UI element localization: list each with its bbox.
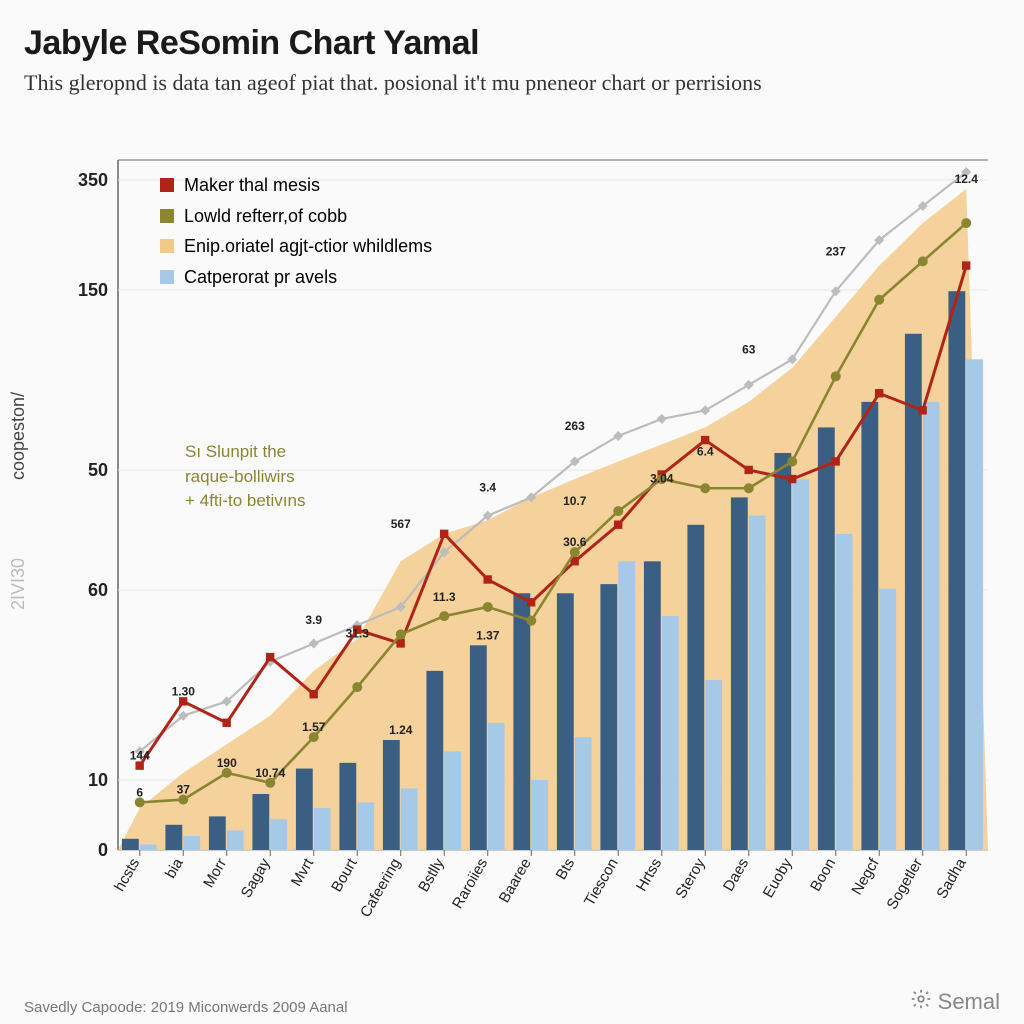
svg-text:Steroy: Steroy bbox=[672, 855, 709, 901]
svg-text:567: 567 bbox=[391, 517, 411, 531]
svg-text:350: 350 bbox=[78, 170, 108, 190]
svg-text:bia: bia bbox=[162, 855, 187, 881]
y-axis-label: coopeston/ bbox=[8, 392, 29, 480]
svg-text:237: 237 bbox=[826, 244, 846, 258]
legend: Maker thal mesisLowld refterr,of cobbEni… bbox=[160, 170, 432, 292]
source-footer: Savedly Capoode: 2019 Miconwerds 2009 Aa… bbox=[24, 999, 348, 1016]
svg-text:3.4: 3.4 bbox=[479, 480, 496, 494]
svg-text:3.04: 3.04 bbox=[650, 471, 674, 485]
legend-swatch bbox=[160, 178, 174, 192]
svg-text:Sadha: Sadha bbox=[933, 855, 970, 902]
svg-text:Negcf: Negcf bbox=[848, 855, 883, 898]
legend-item: Catperorat pr avels bbox=[160, 262, 432, 293]
brand-text: Semal bbox=[938, 989, 1000, 1015]
svg-text:1.57: 1.57 bbox=[302, 720, 326, 734]
svg-text:10.7: 10.7 bbox=[563, 494, 587, 508]
svg-text:Bstlly: Bstlly bbox=[415, 855, 448, 895]
svg-text:Morr: Morr bbox=[200, 855, 230, 890]
svg-text:1.30: 1.30 bbox=[172, 684, 196, 698]
annotation-line: Sı Slunpit the bbox=[185, 440, 305, 465]
svg-text:10.74: 10.74 bbox=[255, 766, 285, 780]
svg-text:Sagay: Sagay bbox=[238, 855, 274, 901]
svg-text:Euoby: Euoby bbox=[760, 855, 796, 901]
svg-text:Mvrt: Mvrt bbox=[288, 855, 318, 889]
svg-text:Sogetler: Sogetler bbox=[884, 856, 927, 913]
svg-text:Daes: Daes bbox=[720, 856, 752, 895]
svg-text:Raroiies: Raroiies bbox=[449, 856, 491, 912]
legend-label: Enip.oriatel agjt-ctior whildlems bbox=[184, 231, 432, 262]
svg-text:1.24: 1.24 bbox=[389, 723, 413, 737]
svg-text:Bourt: Bourt bbox=[328, 855, 361, 895]
svg-text:Tiescon: Tiescon bbox=[581, 856, 622, 910]
legend-swatch bbox=[160, 209, 174, 223]
svg-text:0: 0 bbox=[98, 840, 108, 860]
svg-text:190: 190 bbox=[217, 756, 237, 770]
svg-text:Cafeering: Cafeering bbox=[357, 856, 404, 921]
svg-text:50: 50 bbox=[88, 460, 108, 480]
svg-text:hcsts: hcsts bbox=[111, 856, 143, 895]
annotation-line: raque-bolliwirs bbox=[185, 465, 305, 490]
legend-item: Maker thal mesis bbox=[160, 170, 432, 201]
svg-text:144: 144 bbox=[130, 749, 150, 763]
chart-annotation: Sı Slunpit theraque-bolliwirs+ 4fti-to b… bbox=[185, 440, 305, 514]
legend-swatch bbox=[160, 239, 174, 253]
svg-text:30.6: 30.6 bbox=[563, 535, 587, 549]
legend-item: Lowld refterr,of cobb bbox=[160, 201, 432, 232]
page: Jabyle ReSomin Chart Yamal This gleropnd… bbox=[0, 0, 1024, 1024]
svg-text:Baaree: Baaree bbox=[496, 856, 535, 906]
brand-badge: Semal bbox=[910, 988, 1000, 1016]
svg-text:37: 37 bbox=[177, 783, 191, 797]
svg-text:6: 6 bbox=[136, 785, 143, 799]
svg-text:150: 150 bbox=[78, 280, 108, 300]
svg-text:63: 63 bbox=[742, 342, 756, 356]
svg-text:60: 60 bbox=[88, 580, 108, 600]
gear-icon bbox=[910, 988, 932, 1016]
svg-text:6.4: 6.4 bbox=[697, 444, 714, 458]
svg-text:1.37: 1.37 bbox=[476, 628, 500, 642]
chart-title: Jabyle ReSomin Chart Yamal bbox=[24, 24, 1000, 63]
svg-text:11.3: 11.3 bbox=[433, 590, 456, 604]
svg-text:Bts: Bts bbox=[553, 856, 579, 883]
svg-text:263: 263 bbox=[565, 419, 585, 433]
svg-text:10: 10 bbox=[88, 770, 108, 790]
svg-text:12.4: 12.4 bbox=[955, 172, 979, 186]
svg-text:Boon: Boon bbox=[807, 856, 839, 895]
legend-label: Maker thal mesis bbox=[184, 170, 320, 201]
annotation-line: + 4fti-to betivıns bbox=[185, 489, 305, 514]
legend-swatch bbox=[160, 270, 174, 284]
legend-label: Lowld refterr,of cobb bbox=[184, 201, 347, 232]
legend-label: Catperorat pr avels bbox=[184, 262, 337, 293]
y-axis-label-secondary: 2IVI30 bbox=[8, 558, 29, 610]
chart-subtitle: This gleropnd is data tan ageof piat tha… bbox=[24, 69, 924, 97]
svg-text:Hrtss: Hrtss bbox=[633, 856, 665, 895]
legend-item: Enip.oriatel agjt-ctior whildlems bbox=[160, 231, 432, 262]
svg-text:3.9: 3.9 bbox=[305, 613, 322, 627]
svg-text:31.3: 31.3 bbox=[346, 626, 370, 640]
